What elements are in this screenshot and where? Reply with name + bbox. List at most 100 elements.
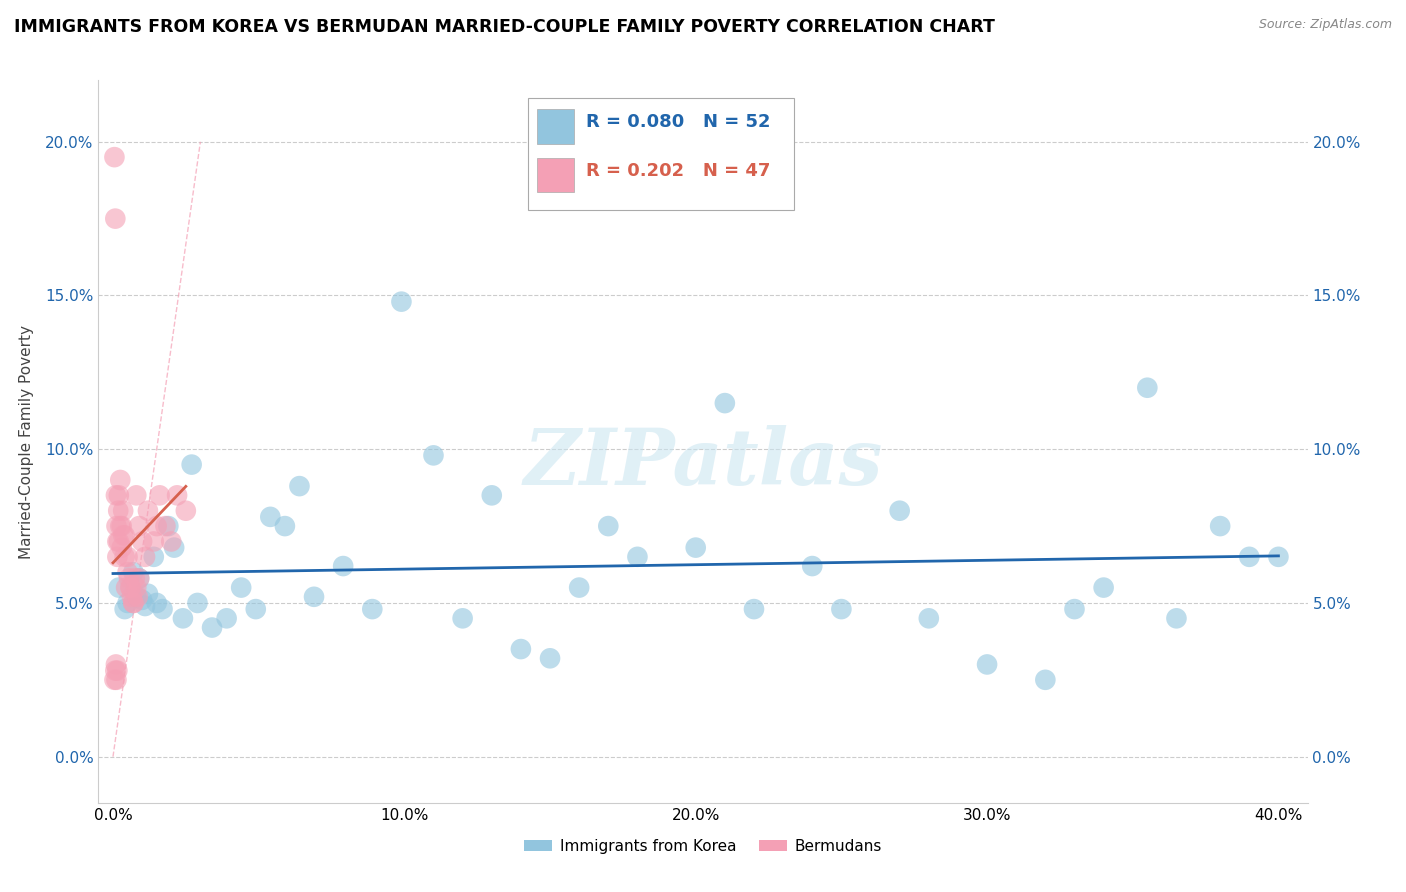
Point (215, 611, 238, 625)
FancyBboxPatch shape (537, 158, 574, 193)
Point (117, 565, 139, 579)
Point (274, 519, 297, 533)
Point (104, 664, 127, 678)
Point (127, 590, 149, 604)
Point (128, 519, 150, 533)
Point (259, 509, 281, 524)
Point (157, 519, 180, 533)
Point (105, 534, 128, 549)
Point (163, 541, 186, 555)
Point (121, 590, 143, 604)
Point (180, 458, 202, 472)
Legend: Immigrants from Korea, Bermudans: Immigrants from Korea, Bermudans (519, 833, 887, 860)
Point (1136, 381, 1159, 395)
Point (174, 504, 197, 518)
Point (136, 504, 159, 518)
Point (155, 519, 177, 533)
Point (105, 673, 128, 687)
Point (142, 549, 165, 564)
Point (131, 534, 153, 549)
Point (889, 504, 911, 518)
Point (118, 571, 141, 585)
Point (598, 519, 620, 533)
Point (172, 611, 194, 625)
Point (104, 657, 127, 672)
Point (166, 488, 188, 502)
Point (136, 587, 159, 601)
Point (145, 596, 167, 610)
Point (332, 559, 354, 574)
Point (134, 599, 156, 613)
Point (538, 651, 561, 665)
Point (111, 519, 134, 533)
Point (125, 488, 148, 502)
FancyBboxPatch shape (537, 109, 574, 144)
Point (1239, 549, 1261, 564)
Point (288, 479, 311, 493)
Point (108, 534, 131, 549)
Point (128, 571, 150, 585)
Point (112, 528, 135, 542)
Point (134, 549, 156, 564)
Point (115, 581, 138, 595)
Point (114, 528, 136, 542)
Point (120, 581, 142, 595)
Point (104, 211, 127, 226)
Point (976, 657, 998, 672)
Text: R = 0.202   N = 47: R = 0.202 N = 47 (586, 162, 770, 180)
Text: IMMIGRANTS FROM KOREA VS BERMUDAN MARRIED-COUPLE FAMILY POVERTY CORRELATION CHAR: IMMIGRANTS FROM KOREA VS BERMUDAN MARRIE… (14, 18, 995, 36)
Point (1209, 519, 1232, 533)
Point (105, 549, 128, 564)
Point (1063, 602, 1085, 616)
Point (103, 673, 125, 687)
Point (1166, 611, 1188, 625)
Point (124, 571, 146, 585)
Point (152, 602, 174, 616)
Point (830, 602, 852, 616)
Text: ZIPatlas: ZIPatlas (523, 425, 883, 501)
Point (626, 549, 648, 564)
Point (125, 590, 148, 604)
Point (685, 541, 707, 555)
Point (114, 549, 136, 564)
FancyBboxPatch shape (527, 98, 793, 211)
Point (104, 488, 127, 502)
Point (122, 596, 145, 610)
Point (231, 581, 253, 595)
Point (714, 396, 737, 410)
Point (117, 596, 139, 610)
Point (1267, 549, 1289, 564)
Point (742, 602, 765, 616)
Point (131, 593, 153, 607)
Point (110, 473, 132, 487)
Point (801, 559, 824, 574)
Point (509, 642, 531, 657)
Point (1033, 673, 1056, 687)
Point (112, 504, 135, 518)
Point (422, 449, 444, 463)
Point (105, 664, 128, 678)
Y-axis label: Married-Couple Family Poverty: Married-Couple Family Poverty (20, 325, 34, 558)
Point (1092, 581, 1115, 595)
Point (302, 590, 325, 604)
Point (245, 602, 267, 616)
Point (110, 519, 132, 533)
Point (391, 294, 413, 309)
Point (108, 581, 131, 595)
Text: R = 0.080   N = 52: R = 0.080 N = 52 (586, 112, 770, 131)
Point (122, 596, 145, 610)
Point (122, 565, 145, 579)
Point (107, 504, 129, 518)
Point (114, 602, 136, 616)
Point (108, 488, 131, 502)
Point (105, 519, 128, 533)
Point (160, 534, 183, 549)
Point (125, 581, 148, 595)
Point (128, 571, 150, 585)
Point (918, 611, 941, 625)
Point (481, 488, 503, 502)
Point (111, 541, 134, 555)
Point (451, 611, 474, 625)
Point (361, 602, 384, 616)
Point (120, 581, 142, 595)
